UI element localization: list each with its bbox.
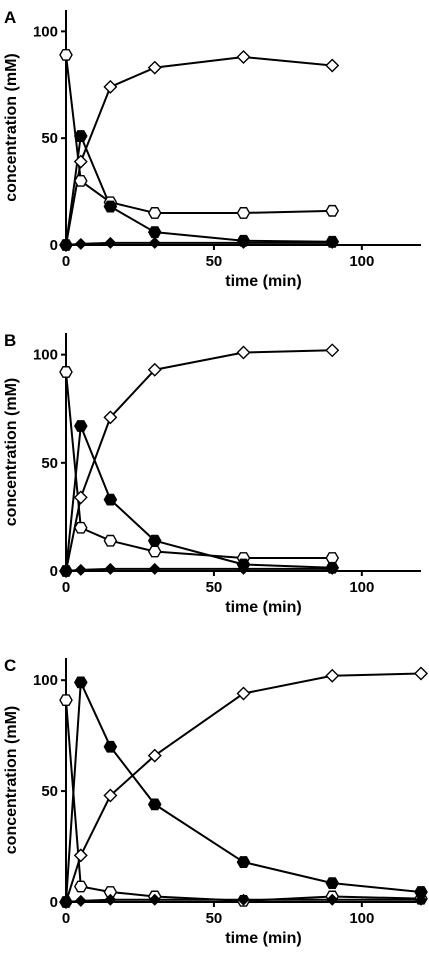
data-point-filled-hexagon: [236, 856, 251, 868]
x-tick-label: 0: [62, 253, 70, 270]
data-point-filled-hexagon: [103, 200, 118, 213]
data-point-open-diamond: [147, 60, 162, 75]
data-point-filled-diamond: [326, 893, 339, 906]
data-point-filled-hexagon: [147, 226, 162, 239]
data-point-open-hexagon: [73, 880, 88, 893]
data-point-filled-diamond: [74, 563, 87, 576]
data-point-filled-diamond: [60, 565, 72, 577]
data-point-open-hexagon: [147, 207, 162, 219]
x-tick-label: 100: [349, 910, 374, 927]
data-point-filled-diamond: [60, 896, 72, 908]
y-axis-title: concentration (mM): [3, 378, 20, 526]
series-line-open-hexagon: [65, 54, 333, 214]
data-point-filled-diamond: [415, 893, 427, 906]
data-point-filled-diamond: [74, 894, 87, 907]
data-point-open-hexagon: [73, 521, 88, 534]
data-point-open-diamond: [73, 848, 88, 863]
data-point-filled-hexagon: [325, 877, 340, 890]
data-point-open-diamond: [236, 50, 251, 64]
data-point-open-hexagon: [236, 207, 251, 219]
data-point-open-diamond: [147, 362, 162, 377]
data-point-open-diamond: [147, 748, 162, 763]
data-point-filled-diamond: [148, 562, 161, 575]
series-line-filled-hexagon: [65, 681, 422, 903]
y-tick-label: 100: [33, 672, 58, 689]
data-point-filled-diamond: [104, 236, 117, 249]
data-point-open-diamond: [414, 666, 428, 681]
data-point-filled-diamond: [326, 236, 339, 249]
panel-label: B: [4, 331, 16, 350]
data-point-open-diamond: [236, 686, 251, 701]
data-point-open-hexagon: [59, 366, 73, 378]
data-point-filled-hexagon: [147, 534, 162, 547]
y-tick-label: 100: [33, 347, 58, 364]
data-point-open-diamond: [73, 154, 88, 169]
data-point-filled-hexagon: [73, 676, 88, 689]
x-tick-label: 100: [349, 253, 374, 270]
data-point-filled-diamond: [237, 236, 250, 249]
y-tick-label: 0: [50, 563, 58, 580]
data-point-open-diamond: [325, 668, 340, 683]
data-point-open-diamond: [236, 345, 251, 360]
data-point-filled-diamond: [237, 893, 250, 906]
y-axis-title: concentration (mM): [3, 706, 20, 854]
data-point-open-hexagon: [73, 175, 88, 187]
panel-b: B 0 50 100 0 50 100 time (min) concentration (mM…: [3, 331, 421, 616]
x-tick-label: 0: [62, 910, 70, 927]
panel-c: C 0 50 100 0 50 100 time (min) concentration (mM…: [3, 656, 428, 947]
data-point-filled-hexagon: [73, 130, 88, 142]
x-tick-label: 100: [349, 579, 374, 596]
y-tick-label: 50: [41, 455, 58, 472]
data-point-open-diamond: [103, 788, 118, 803]
y-tick-label: 50: [41, 783, 58, 800]
data-point-filled-hexagon: [147, 798, 162, 811]
x-tick-label: 50: [206, 579, 223, 596]
data-point-open-diamond: [73, 490, 88, 505]
y-tick-label: 100: [33, 23, 58, 40]
x-tick-label: 0: [62, 579, 70, 596]
data-point-open-hexagon: [59, 694, 73, 707]
x-axis-title: time (min): [225, 599, 301, 616]
data-point-filled-diamond: [104, 562, 117, 575]
x-axis-title: time (min): [225, 930, 301, 947]
y-tick-label: 0: [50, 894, 58, 911]
data-point-open-diamond: [103, 79, 118, 94]
x-axis-title: time (min): [225, 273, 301, 290]
data-point-open-hexagon: [103, 534, 118, 547]
data-point-open-diamond: [325, 343, 340, 358]
y-tick-label: 50: [41, 130, 58, 147]
y-axis-title: concentration (mM): [3, 53, 20, 201]
data-point-filled-diamond: [237, 562, 250, 575]
panel-label: C: [4, 656, 16, 675]
data-point-open-hexagon: [325, 204, 340, 217]
series-line-filled-hexagon: [65, 425, 333, 572]
series-line-filled-hexagon: [65, 135, 333, 246]
data-point-filled-hexagon: [103, 740, 118, 753]
data-point-filled-diamond: [104, 893, 117, 906]
data-point-filled-hexagon: [73, 420, 88, 432]
data-point-open-hexagon: [59, 48, 73, 61]
series-line-open-hexagon: [65, 371, 333, 560]
data-point-filled-diamond: [148, 236, 161, 249]
data-point-filled-hexagon: [103, 493, 118, 506]
panel-label: A: [4, 8, 16, 27]
data-point-filled-diamond: [74, 237, 87, 250]
series-line-open-diamond: [65, 349, 333, 572]
data-point-filled-diamond: [60, 239, 72, 251]
data-point-open-hexagon: [325, 552, 340, 564]
data-point-open-hexagon: [147, 545, 162, 558]
x-tick-label: 50: [206, 910, 223, 927]
data-point-filled-diamond: [326, 562, 339, 575]
y-tick-label: 0: [50, 237, 58, 254]
data-point-filled-diamond: [148, 893, 161, 906]
x-tick-label: 50: [206, 253, 223, 270]
data-point-open-diamond: [103, 410, 118, 425]
data-point-open-diamond: [325, 58, 340, 73]
panel-a: A 0 50 100 0 50 100 time (min) concentration (mM…: [3, 8, 421, 290]
series-line-open-hexagon: [65, 700, 422, 902]
